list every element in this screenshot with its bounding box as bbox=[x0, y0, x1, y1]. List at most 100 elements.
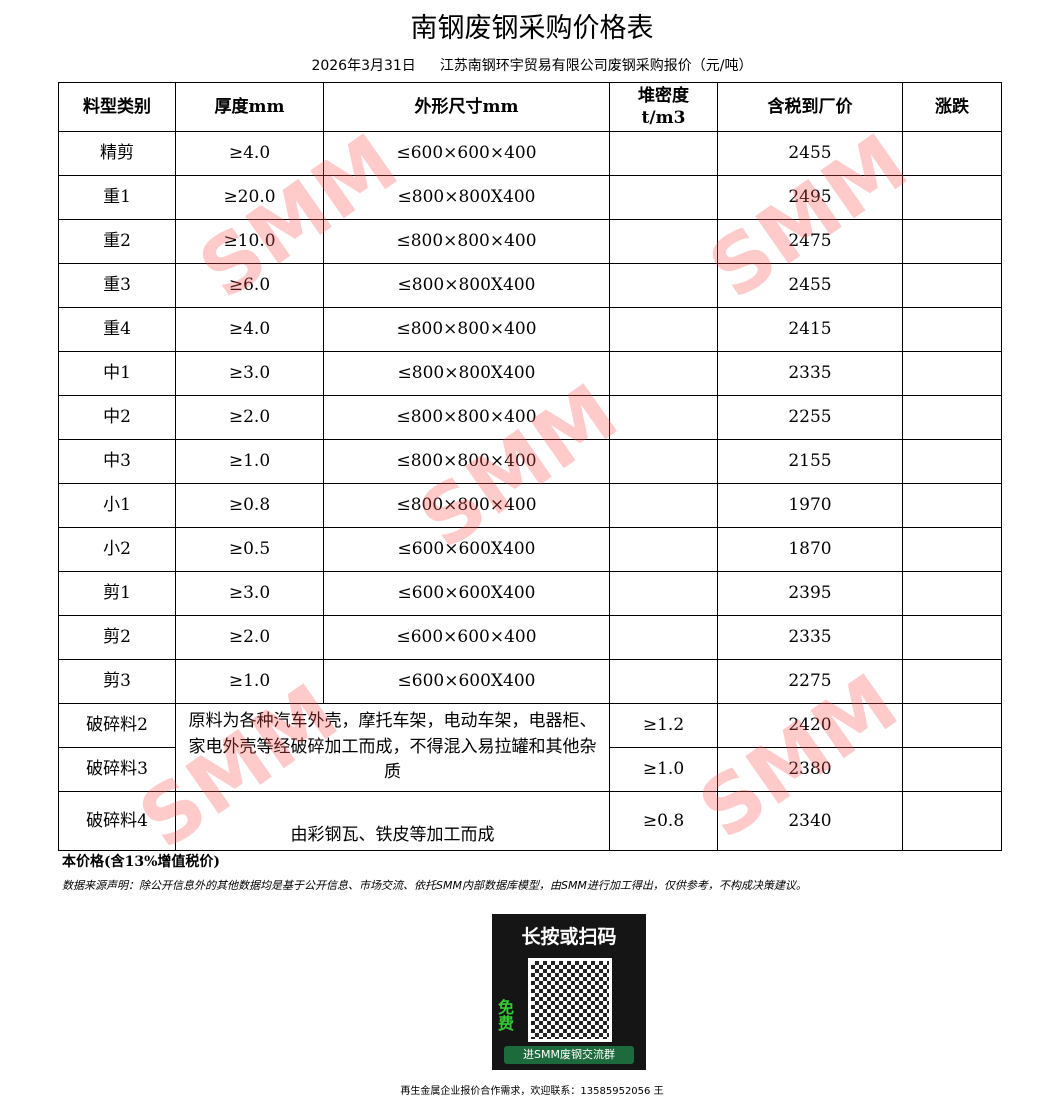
material-type: 中2 bbox=[58, 395, 176, 440]
qr-banner[interactable]: 长按或扫码 免费 进SMM废钢交流群 bbox=[492, 914, 646, 1070]
density: ≥1.2 bbox=[609, 703, 718, 748]
dimensions: ≤800×800X400 bbox=[323, 351, 610, 396]
density bbox=[609, 439, 718, 484]
material-type: 中3 bbox=[58, 439, 176, 484]
table-row: 重1 ≥20.0 ≤800×800X400 2495 bbox=[58, 175, 1002, 220]
thickness: ≥4.0 bbox=[175, 307, 324, 352]
thickness: ≥0.8 bbox=[175, 483, 324, 528]
qr-heading: 长按或扫码 bbox=[521, 926, 617, 948]
description: 原料为各种汽车外壳，摩托车架，电动车架，电器柜、家电外壳等经破碎加工而成，不得混… bbox=[175, 703, 610, 792]
change bbox=[902, 395, 1002, 440]
table-row: 剪3 ≥1.0 ≤600×600X400 2275 bbox=[58, 659, 1002, 704]
thickness: ≥10.0 bbox=[175, 219, 324, 264]
dimensions: ≤800×800X400 bbox=[323, 175, 610, 220]
change bbox=[902, 483, 1002, 528]
price: 1870 bbox=[717, 527, 903, 572]
table-row: 精剪 ≥4.0 ≤600×600×400 2455 bbox=[58, 131, 1002, 176]
change bbox=[902, 615, 1002, 660]
material-type: 剪3 bbox=[58, 659, 176, 704]
thickness: ≥4.0 bbox=[175, 131, 324, 176]
price: 2340 bbox=[717, 791, 903, 851]
price: 2380 bbox=[717, 747, 903, 792]
price: 2415 bbox=[717, 307, 903, 352]
table-row: 破碎料4 由彩钢瓦、铁皮等加工而成 ≥0.8 2340 bbox=[58, 791, 1002, 851]
density bbox=[609, 615, 718, 660]
thickness: ≥20.0 bbox=[175, 175, 324, 220]
material-type: 破碎料4 bbox=[58, 791, 176, 851]
dimensions: ≤800×800X400 bbox=[323, 263, 610, 308]
price: 2420 bbox=[717, 703, 903, 748]
contact-info: 再生金属企业报价合作需求，欢迎联系：13585952056 王 bbox=[400, 1086, 664, 1097]
change bbox=[902, 175, 1002, 220]
dimensions: ≤600×600X400 bbox=[323, 659, 610, 704]
thickness: ≥1.0 bbox=[175, 439, 324, 484]
disclaimer: 数据来源声明：除公开信息外的其他数据均是基于公开信息、市场交流、依托SMM内部数… bbox=[62, 879, 807, 892]
material-type: 剪1 bbox=[58, 571, 176, 616]
price: 2495 bbox=[717, 175, 903, 220]
dimensions: ≤600×600X400 bbox=[323, 527, 610, 572]
table-row: 小1 ≥0.8 ≤800×800×400 1970 bbox=[58, 483, 1002, 528]
table-row: 重4 ≥4.0 ≤800×800×400 2415 bbox=[58, 307, 1002, 352]
thickness: ≥6.0 bbox=[175, 263, 324, 308]
dimensions: ≤600×600×400 bbox=[323, 131, 610, 176]
dimensions: ≤800×800×400 bbox=[323, 483, 610, 528]
material-type: 破碎料2 bbox=[58, 703, 176, 748]
free-label: 免费 bbox=[498, 998, 515, 1033]
dimensions: ≤600×600X400 bbox=[323, 571, 610, 616]
density: ≥1.0 bbox=[609, 747, 718, 792]
material-type: 重3 bbox=[58, 263, 176, 308]
material-type: 小1 bbox=[58, 483, 176, 528]
density bbox=[609, 131, 718, 176]
change bbox=[902, 307, 1002, 352]
price: 2255 bbox=[717, 395, 903, 440]
price: 2455 bbox=[717, 131, 903, 176]
dimensions: ≤600×600×400 bbox=[323, 615, 610, 660]
table-row: 重3 ≥6.0 ≤800×800X400 2455 bbox=[58, 263, 1002, 308]
price: 2395 bbox=[717, 571, 903, 616]
table-row: 中2 ≥2.0 ≤800×800×400 2255 bbox=[58, 395, 1002, 440]
change bbox=[902, 791, 1002, 851]
price: 1970 bbox=[717, 483, 903, 528]
table-row: 破碎料3 ≥1.0 2380 bbox=[58, 747, 1002, 792]
density bbox=[609, 263, 718, 308]
price: 2275 bbox=[717, 659, 903, 704]
thickness: ≥2.0 bbox=[175, 395, 324, 440]
density bbox=[609, 175, 718, 220]
density bbox=[609, 307, 718, 352]
material-type: 破碎料3 bbox=[58, 747, 176, 792]
table-row: 破碎料2 原料为各种汽车外壳，摩托车架，电动车架，电器柜、家电外壳等经破碎加工而成… bbox=[58, 703, 1002, 792]
table-row: 剪2 ≥2.0 ≤600×600×400 2335 bbox=[58, 615, 1002, 660]
dimensions: ≤800×800×400 bbox=[323, 219, 610, 264]
change bbox=[902, 131, 1002, 176]
column-header: 料型类别 bbox=[58, 82, 176, 132]
table-row: 小2 ≥0.5 ≤600×600X400 1870 bbox=[58, 527, 1002, 572]
table-row: 重2 ≥10.0 ≤800×800×400 2475 bbox=[58, 219, 1002, 264]
page-title: 南钢废钢采购价格表 bbox=[410, 13, 654, 44]
qr-code[interactable] bbox=[528, 958, 612, 1042]
change bbox=[902, 263, 1002, 308]
price: 2335 bbox=[717, 615, 903, 660]
change bbox=[902, 703, 1002, 748]
join-group-button[interactable]: 进SMM废钢交流群 bbox=[504, 1046, 634, 1064]
change bbox=[902, 351, 1002, 396]
column-header: 堆密度 t/m3 bbox=[609, 82, 718, 132]
thickness: ≥2.0 bbox=[175, 615, 324, 660]
change bbox=[902, 659, 1002, 704]
thickness: ≥0.5 bbox=[175, 527, 324, 572]
material-type: 小2 bbox=[58, 527, 176, 572]
price: 2155 bbox=[717, 439, 903, 484]
date: 2026年3月31日 bbox=[311, 58, 416, 74]
dimensions: ≤800×800×400 bbox=[323, 439, 610, 484]
column-header: 外形尺寸mm bbox=[323, 82, 610, 132]
tax-note: 本价格(含13%增值税价) bbox=[62, 854, 221, 870]
change bbox=[902, 747, 1002, 792]
change bbox=[902, 439, 1002, 484]
change bbox=[902, 219, 1002, 264]
material-type: 重2 bbox=[58, 219, 176, 264]
material-type: 剪2 bbox=[58, 615, 176, 660]
thickness: ≥3.0 bbox=[175, 571, 324, 616]
subtitle: 2026年3月31日 江苏南钢环宇贸易有限公司废钢采购报价（元/吨） bbox=[0, 55, 1064, 75]
density bbox=[609, 483, 718, 528]
thickness: ≥1.0 bbox=[175, 659, 324, 704]
density bbox=[609, 527, 718, 572]
